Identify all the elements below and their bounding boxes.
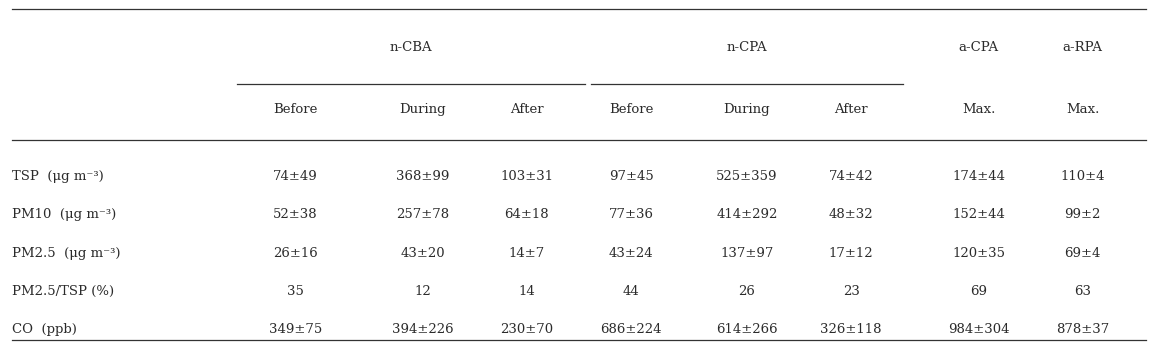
Text: 69±4: 69±4: [1064, 246, 1101, 260]
Text: TSP  (μg m⁻³): TSP (μg m⁻³): [12, 170, 103, 183]
Text: Max.: Max.: [1067, 103, 1099, 117]
Text: 414±292: 414±292: [716, 208, 778, 221]
Text: 152±44: 152±44: [952, 208, 1005, 221]
Text: 43±24: 43±24: [609, 246, 653, 260]
Text: 26±16: 26±16: [273, 246, 317, 260]
Text: n-CPA: n-CPA: [726, 40, 768, 54]
Text: 74±42: 74±42: [829, 170, 873, 183]
Text: 257±78: 257±78: [396, 208, 449, 221]
Text: 48±32: 48±32: [829, 208, 873, 221]
Text: 326±118: 326±118: [820, 323, 882, 336]
Text: 394±226: 394±226: [391, 323, 454, 336]
Text: 14±7: 14±7: [508, 246, 545, 260]
Text: PM2.5  (μg m⁻³): PM2.5 (μg m⁻³): [12, 246, 120, 260]
Text: 878±37: 878±37: [1056, 323, 1109, 336]
Text: 174±44: 174±44: [952, 170, 1005, 183]
Text: 525±359: 525±359: [716, 170, 778, 183]
Text: 14: 14: [519, 285, 535, 298]
Text: 64±18: 64±18: [505, 208, 549, 221]
Text: 44: 44: [623, 285, 639, 298]
Text: n-CBA: n-CBA: [390, 40, 432, 54]
Text: 99±2: 99±2: [1064, 208, 1101, 221]
Text: 35: 35: [287, 285, 303, 298]
Text: Before: Before: [273, 103, 317, 117]
Text: 686±224: 686±224: [600, 323, 662, 336]
Text: 63: 63: [1075, 285, 1091, 298]
Text: 23: 23: [843, 285, 859, 298]
Text: 97±45: 97±45: [609, 170, 653, 183]
Text: During: During: [400, 103, 446, 117]
Text: 984±304: 984±304: [947, 323, 1010, 336]
Text: 52±38: 52±38: [273, 208, 317, 221]
Text: 103±31: 103±31: [500, 170, 554, 183]
Text: a-RPA: a-RPA: [1063, 40, 1102, 54]
Text: Max.: Max.: [962, 103, 995, 117]
Text: CO  (ppb): CO (ppb): [12, 323, 76, 336]
Text: After: After: [834, 103, 868, 117]
Text: 368±99: 368±99: [396, 170, 449, 183]
Text: Before: Before: [609, 103, 653, 117]
Text: 349±75: 349±75: [269, 323, 322, 336]
Text: 74±49: 74±49: [273, 170, 317, 183]
Text: 69: 69: [970, 285, 987, 298]
Text: 110±4: 110±4: [1061, 170, 1105, 183]
Text: After: After: [510, 103, 544, 117]
Text: 43±20: 43±20: [401, 246, 445, 260]
Text: PM10  (μg m⁻³): PM10 (μg m⁻³): [12, 208, 116, 221]
Text: 137±97: 137±97: [720, 246, 774, 260]
Text: 614±266: 614±266: [716, 323, 778, 336]
Text: During: During: [724, 103, 770, 117]
Text: 77±36: 77±36: [609, 208, 653, 221]
Text: 26: 26: [739, 285, 755, 298]
Text: 120±35: 120±35: [952, 246, 1005, 260]
Text: 230±70: 230±70: [500, 323, 554, 336]
Text: a-CPA: a-CPA: [959, 40, 998, 54]
Text: PM2.5/TSP (%): PM2.5/TSP (%): [12, 285, 113, 298]
Text: 12: 12: [415, 285, 431, 298]
Text: 17±12: 17±12: [829, 246, 873, 260]
